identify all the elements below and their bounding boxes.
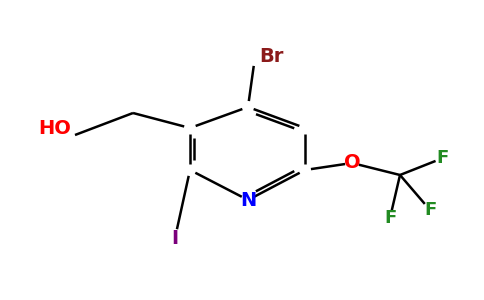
Text: F: F	[437, 149, 449, 167]
Text: F: F	[424, 201, 436, 219]
Text: HO: HO	[38, 119, 71, 139]
Text: N: N	[240, 190, 256, 209]
Text: O: O	[344, 154, 360, 172]
Text: Br: Br	[259, 47, 283, 67]
Text: F: F	[384, 209, 396, 227]
Text: I: I	[171, 229, 179, 247]
